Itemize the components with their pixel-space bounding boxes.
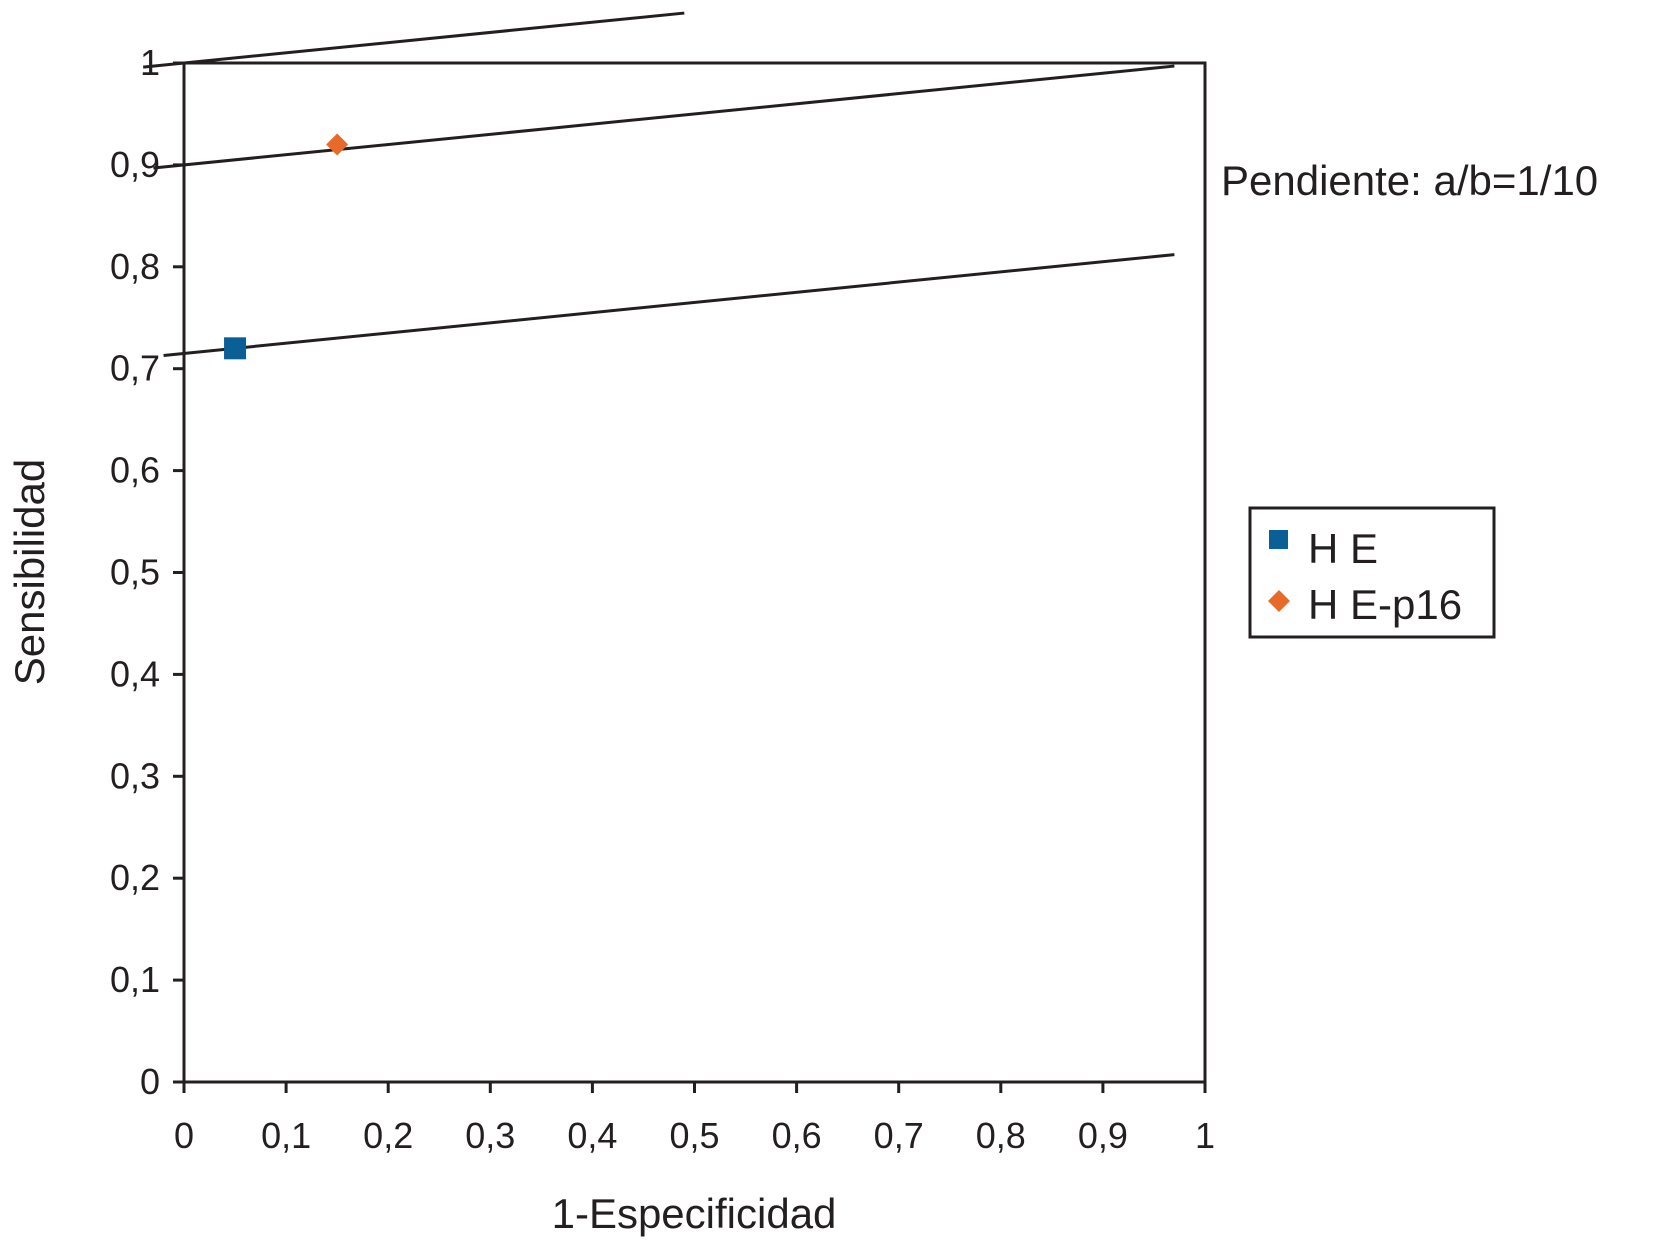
y-tick-label: 0,4 [110,653,160,694]
y-tick-label: 0,7 [110,348,160,389]
y-tick-label: 0 [140,1061,160,1102]
x-tick-label: 1 [1195,1115,1215,1156]
legend-marker-diamond [1268,590,1290,612]
x-axis-title: 1-Especificidad [552,1190,837,1237]
legend-label-he-p16: H E-p16 [1308,581,1462,628]
y-tick-label: 0,3 [110,755,160,796]
x-tick-label: 0,6 [772,1115,822,1156]
x-tick-label: 0,3 [465,1115,515,1156]
x-tick-label: 0,1 [261,1115,311,1156]
x-tick-label: 0,7 [874,1115,924,1156]
legend-box [1248,506,1496,639]
y-tick-label: 0,8 [110,246,160,287]
y-tick-label: 0,6 [110,450,160,491]
reference-lines [143,11,1175,357]
x-tick-label: 0,5 [669,1115,719,1156]
y-tick-label: 0,5 [110,552,160,593]
y-tick-label: 0,1 [110,959,160,1000]
slope-reference-line [153,64,1175,170]
point-he-p16 [326,133,349,156]
slope-reference-line [143,11,685,69]
point-he [224,337,247,360]
x-tick-label: 0 [174,1115,194,1156]
legend-marker-square [1269,530,1288,549]
x-axis: 0 0,1 0,2 0,3 0,4 0,5 0,6 0,7 0,8 0,9 1 [174,1082,1215,1156]
y-axis-title: Sensibilidad [6,459,53,686]
x-tick-label: 0,4 [567,1115,617,1156]
slope-annotation: Pendiente: a/b=1/10 [1221,157,1598,204]
data-points [224,133,349,360]
legend: H E H E-p16 [1248,506,1496,639]
y-axis: 0 0,1 0,2 0,3 0,4 0,5 0,6 0,7 0,8 0,9 1 [110,42,184,1102]
legend-label-he: H E [1308,525,1378,572]
x-tick-label: 0,2 [363,1115,413,1156]
y-tick-label: 0,2 [110,857,160,898]
x-tick-label: 0,9 [1078,1115,1128,1156]
y-tick-label: 0,9 [110,144,160,185]
x-tick-label: 0,8 [976,1115,1026,1156]
slope-reference-line [163,253,1175,357]
y-tick-label: 1 [140,42,160,83]
